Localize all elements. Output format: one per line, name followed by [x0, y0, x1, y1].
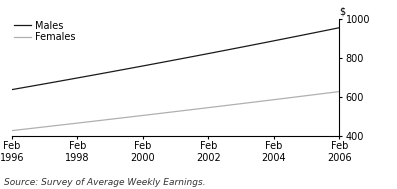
- Males: [59, 80, 64, 82]
- Females: [272, 98, 276, 101]
- Males: [116, 69, 121, 72]
- Males: [239, 46, 243, 48]
- Males: [108, 71, 112, 73]
- Males: [83, 75, 88, 78]
- Females: [26, 128, 31, 130]
- Males: [124, 68, 129, 70]
- Females: [255, 101, 260, 103]
- Males: [231, 48, 235, 50]
- Males: [132, 66, 137, 69]
- Males: [304, 33, 309, 35]
- Males: [280, 38, 285, 40]
- Females: [165, 111, 170, 114]
- Males: [263, 41, 268, 43]
- Females: [304, 94, 309, 97]
- Females: [263, 100, 268, 102]
- Males: [214, 51, 219, 53]
- Males: [255, 43, 260, 45]
- Line: Females: Females: [12, 91, 339, 131]
- Females: [10, 129, 14, 132]
- Males: [181, 57, 186, 59]
- Females: [132, 115, 137, 118]
- Females: [50, 125, 55, 127]
- Males: [222, 49, 227, 52]
- Text: Source: Survey of Average Weekly Earnings.: Source: Survey of Average Weekly Earning…: [4, 178, 206, 187]
- Females: [214, 105, 219, 108]
- Females: [34, 127, 39, 129]
- Females: [124, 116, 129, 119]
- Females: [206, 106, 211, 109]
- Males: [100, 72, 104, 75]
- Males: [272, 40, 276, 42]
- Females: [231, 104, 235, 106]
- Females: [337, 90, 342, 93]
- Males: [67, 78, 71, 81]
- Females: [83, 121, 88, 123]
- Females: [67, 123, 71, 125]
- Males: [42, 83, 47, 85]
- Males: [288, 36, 293, 39]
- Males: [296, 35, 301, 37]
- Males: [321, 30, 326, 32]
- Females: [116, 117, 121, 119]
- Females: [239, 102, 243, 105]
- Line: Males: Males: [12, 28, 339, 90]
- Females: [18, 129, 23, 131]
- Males: [337, 26, 342, 29]
- Females: [108, 118, 112, 120]
- Females: [59, 124, 64, 126]
- Males: [165, 60, 170, 63]
- Males: [141, 65, 145, 67]
- Females: [181, 109, 186, 112]
- Females: [321, 92, 326, 95]
- Males: [173, 59, 178, 61]
- Males: [50, 81, 55, 84]
- Males: [157, 62, 162, 64]
- Females: [149, 113, 154, 116]
- Legend: Males, Females: Males, Females: [13, 20, 77, 43]
- Females: [329, 91, 333, 94]
- Males: [312, 32, 317, 34]
- Females: [173, 110, 178, 113]
- Males: [149, 63, 154, 66]
- Males: [329, 28, 333, 30]
- Males: [190, 56, 195, 58]
- Males: [247, 44, 252, 47]
- Females: [222, 105, 227, 107]
- Males: [34, 84, 39, 86]
- Females: [157, 112, 162, 115]
- Females: [75, 122, 80, 124]
- Males: [10, 88, 14, 91]
- Females: [288, 97, 293, 99]
- Females: [296, 95, 301, 98]
- Text: $: $: [339, 7, 345, 17]
- Females: [91, 120, 96, 122]
- Males: [18, 87, 23, 89]
- Males: [75, 77, 80, 79]
- Males: [91, 74, 96, 76]
- Females: [247, 101, 252, 104]
- Females: [141, 114, 145, 117]
- Females: [312, 94, 317, 96]
- Females: [190, 108, 195, 111]
- Females: [198, 108, 202, 110]
- Males: [198, 54, 202, 56]
- Males: [206, 52, 211, 55]
- Males: [26, 86, 31, 88]
- Females: [42, 126, 47, 128]
- Females: [100, 119, 104, 121]
- Females: [280, 98, 285, 100]
